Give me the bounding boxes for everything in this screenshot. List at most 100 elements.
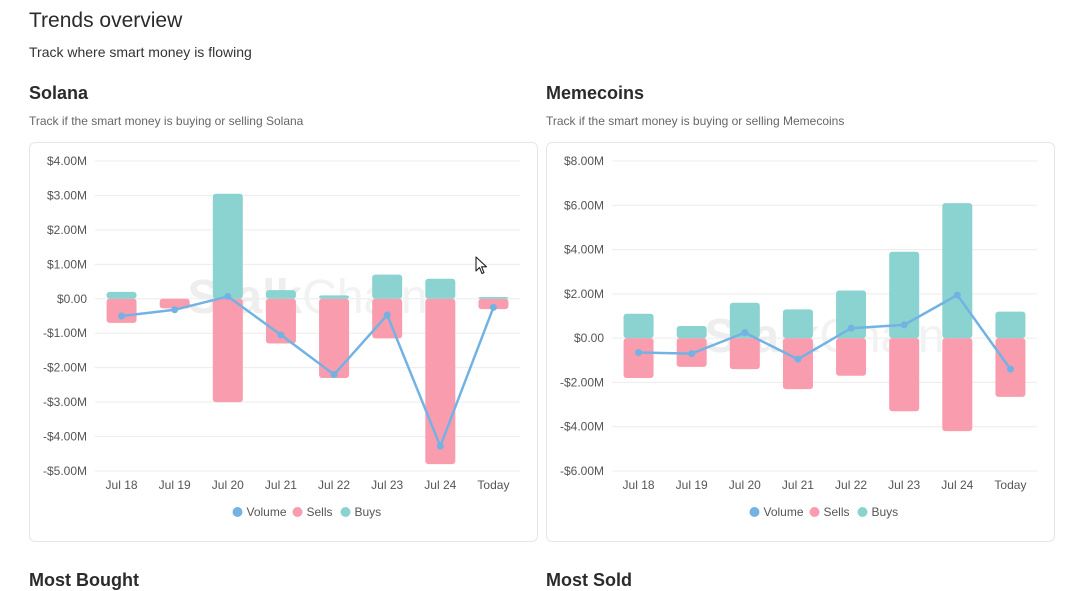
section-description: Track if the smart money is buying or se… [546,114,845,128]
legend-label-volume: Volume [247,505,287,519]
most-sold-title: Most Sold [546,570,632,590]
x-tick-label: Jul 20 [212,478,244,492]
buys-bar [212,193,243,299]
buys-bar [478,297,509,299]
y-tick-label: $2.00M [47,223,87,237]
x-tick-label: Jul 24 [424,478,456,492]
x-tick-label: Jul 23 [888,478,920,492]
buys-bar [995,311,1026,339]
memecoins-chart[interactable]: $8.00M $6.00M $4.00M $2.00M $0.00 -$2.00M -$4.… [547,143,1054,541]
buys-bar [319,295,350,299]
buys-bar [889,251,920,339]
x-tick-label: Jul 20 [729,478,761,492]
buys-bar [425,278,456,299]
volume-point [1006,365,1014,373]
y-tick-label: $4.00M [47,154,87,168]
buys-bar [782,309,813,339]
sells-bar [782,338,813,390]
volume-point [118,312,126,320]
y-tick-label: $8.00M [564,154,604,168]
volume-point [847,324,855,332]
y-tick-label: -$4.00M [43,430,87,444]
page-title: Trends overview [29,9,183,32]
y-tick-label: -$4.00M [560,420,604,434]
legend-marker-volume [749,507,760,517]
section-title: Solana [29,83,89,103]
sells-bar [319,298,350,378]
legend-label-buys: Buys [872,505,899,519]
x-tick-label: Jul 19 [676,478,708,492]
buys-bar [623,313,654,339]
y-tick-label: $0.00 [574,331,604,345]
volume-point [330,371,338,379]
legend-label-sells: Sells [824,505,850,519]
volume-point [383,311,391,319]
buys-bar [676,325,707,339]
y-tick-label: $3.00M [47,188,87,202]
sells-bar [836,338,867,376]
legend-marker-volume [232,507,243,517]
y-tick-label: -$5.00M [43,464,87,478]
x-tick-label: Jul 19 [159,478,191,492]
sells-bar [106,298,137,323]
volume-point [224,292,232,300]
volume-line [638,293,1012,370]
volume-point [900,321,908,329]
y-tick-label: -$3.00M [43,395,87,409]
volume-point [277,331,285,339]
memecoins-section: Memecoins Track if the smart money is bu… [546,82,1056,542]
solana-chart-card[interactable]: $4.00M $3.00M $2.00M $1.00M $0.00 -$1.00M -$2.… [29,142,538,542]
y-tick-label: $2.00M [564,287,604,301]
x-tick-label: Jul 18 [106,478,138,492]
sells-bar [159,298,190,309]
sells-bar [729,338,760,370]
sells-bar [942,338,973,432]
sells-bar [372,298,403,339]
x-tick-label: Jul 24 [941,478,973,492]
sells-bar [425,298,456,465]
y-tick-label: -$6.00M [560,464,604,478]
volume-point [688,350,696,358]
y-tick-label: $6.00M [564,198,604,212]
y-tick-label: $1.00M [47,257,87,271]
solana-chart[interactable]: $4.00M $3.00M $2.00M $1.00M $0.00 -$1.00M -$2.… [30,143,537,541]
x-tick-label: Jul 18 [623,478,655,492]
volume-point [436,442,444,450]
volume-point [953,291,961,299]
sells-bar [265,298,296,344]
y-tick-label: -$2.00M [560,375,604,389]
volume-point [635,349,643,357]
sells-bar [889,338,920,412]
x-tick-label: Today [477,478,509,492]
x-tick-label: Jul 21 [782,478,814,492]
legend-label-sells: Sells [307,505,333,519]
x-tick-label: Jul 23 [371,478,403,492]
legend-marker-sells [809,507,820,517]
y-tick-label: -$1.00M [43,326,87,340]
solana-section: Solana Track if the smart money is buyin… [29,82,539,542]
volume-point [794,355,802,363]
buys-bar [942,203,973,339]
legend-marker-sells [292,507,303,517]
legend-label-volume: Volume [764,505,804,519]
x-tick-label: Jul 21 [265,478,297,492]
memecoins-chart-card[interactable]: $8.00M $6.00M $4.00M $2.00M $0.00 -$2.00M -$4.… [546,142,1055,542]
x-tick-label: Jul 22 [318,478,350,492]
volume-point [171,306,179,314]
most-bought-title: Most Bought [29,570,139,590]
buys-bar [106,291,137,299]
section-description: Track if the smart money is buying or se… [29,114,304,128]
mouse-cursor-icon [475,256,488,275]
legend-marker-buys [857,507,868,517]
y-tick-label: -$2.00M [43,361,87,375]
buys-bar [729,302,760,339]
buys-bar [372,274,403,299]
volume-line [121,295,495,448]
sells-bar [623,338,654,378]
volume-point [489,303,497,311]
page-subtitle: Track where smart money is flowing [29,44,252,60]
volume-point [741,329,749,337]
sells-bar [212,298,243,403]
buys-bar [836,290,867,339]
section-title: Memecoins [546,83,645,103]
